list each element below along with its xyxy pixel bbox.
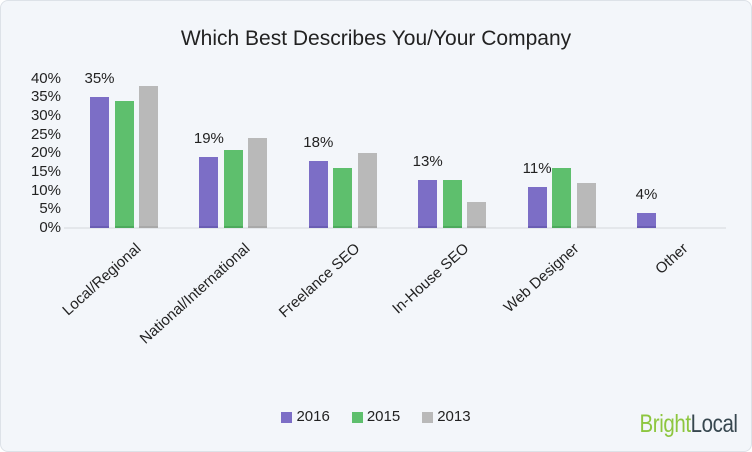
y-axis-label: 5%: [39, 200, 61, 218]
logo-part-bright: Bright: [639, 410, 692, 438]
legend: 2016 2015 2013: [1, 408, 751, 425]
bar-2013: [139, 86, 158, 228]
y-axis-label: 35%: [30, 88, 61, 106]
legend-swatch-icon: [281, 411, 293, 423]
y-axis-label: 15%: [30, 163, 61, 181]
bar-2015: [333, 168, 353, 228]
y-axis-label: 40%: [30, 69, 61, 87]
legend-item: 2015: [351, 408, 401, 425]
bar-2013: [248, 138, 268, 228]
y-axis-label: 20%: [30, 144, 61, 162]
legend-label: 2016: [296, 408, 330, 425]
y-axis-label: 30%: [30, 107, 61, 125]
legend-label: 2015: [366, 408, 401, 425]
bar-2013: [576, 183, 596, 228]
bar-2015: [223, 149, 243, 228]
bar-2016: [199, 157, 219, 228]
legend-item: 2016: [281, 408, 330, 425]
bar-2015: [442, 179, 462, 228]
bar-2016: [637, 213, 656, 228]
bar-2015: [114, 101, 134, 228]
bar-2015: [552, 168, 572, 228]
bar-value-label: 19%: [193, 130, 224, 148]
bar-2016: [308, 160, 328, 228]
bar-2016: [90, 97, 109, 228]
bar-value-label: 11%: [522, 159, 552, 177]
bar-value-label: 13%: [412, 152, 443, 170]
brightlocal-logo: BrightLocal: [640, 410, 738, 438]
chart-title: Which Best Describes You/Your Company: [180, 27, 572, 50]
bar-2016: [418, 179, 438, 228]
legend-swatch-icon: [351, 411, 363, 423]
bar-2013: [467, 201, 487, 228]
legend-swatch-icon: [422, 411, 434, 423]
bar-value-label: 35%: [84, 70, 115, 88]
y-axis-label: 25%: [30, 125, 61, 143]
bar-2013: [357, 153, 377, 228]
legend-label: 2013: [437, 408, 471, 425]
bar-2016: [527, 186, 547, 228]
legend-item: 2013: [422, 408, 471, 425]
x-axis-line: [64, 227, 726, 229]
y-axis-label: 10%: [30, 181, 61, 199]
bar-value-label: 4%: [635, 186, 658, 204]
y-axis-label: 0%: [39, 219, 61, 236]
bar-value-label: 18%: [303, 133, 334, 151]
logo-part-local: Local: [691, 410, 738, 438]
